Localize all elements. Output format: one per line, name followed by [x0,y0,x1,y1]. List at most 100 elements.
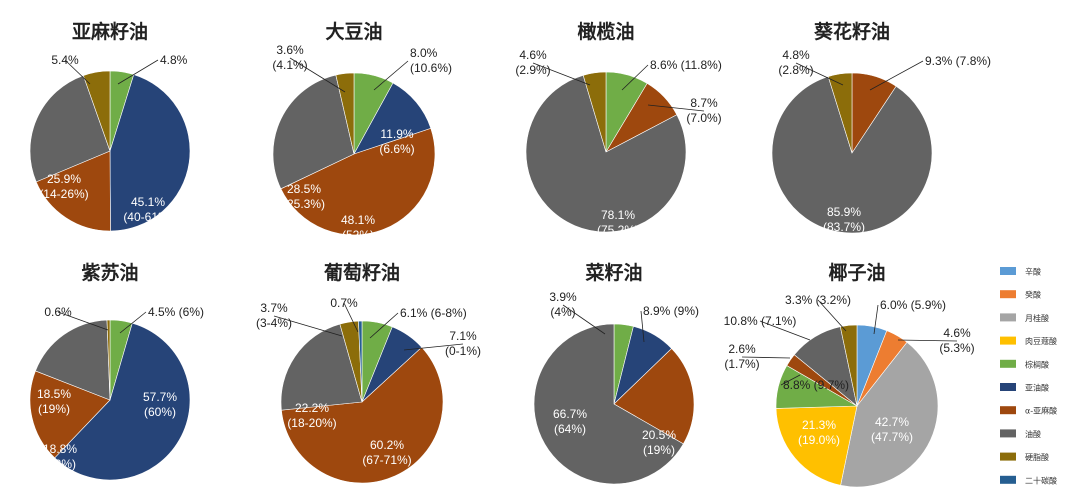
chart-title: 葡萄籽油 [324,261,400,284]
chart-title: 亚麻籽油 [72,20,148,43]
leader-line [57,311,109,331]
legend-label: 二十碳酸 [1025,475,1057,485]
legend-swatch [1000,383,1016,391]
pie-slice [281,346,444,484]
leader-line [869,60,924,91]
leader-line [621,64,649,91]
pie-slice [353,82,432,155]
pie-slice [840,341,939,488]
pie-chart: 菜籽油 3.9% (4%) 8.9% (9%) 20.5% (19%) 66.7% (64%) [533,261,699,485]
slice-label: 6.1% (6-8%) [400,306,467,320]
chart-title: 橄榄油 [577,20,634,43]
legend-label: 硬脂酸 [1025,452,1049,462]
slice-label: 66.7% (64%) [553,407,587,436]
legend-swatch [1000,359,1016,368]
pie-chart: 葵花籽油 9.3% (7.8%) 85.9% (83.7%) 4.8% (2.8%) [771,20,991,234]
slice-label: 21.3% (19.0%) [798,418,840,447]
legend-label: 棕榈酸 [1025,359,1049,369]
slice-label: 45.1% (40-61%) [123,195,172,224]
legend-item: 亚油酸 [1000,383,1049,393]
slice-label: 18.8% (15-25%) [37,225,86,254]
slice-label: 8.6% (11.8%) [650,58,722,72]
leader-line [532,62,591,86]
legend-item: 二十碳酸 [1000,475,1057,485]
pie-slice [533,323,684,485]
slice-label: 3.6% (4.1%) [272,43,307,72]
slice-label: 9.3% (7.8%) [925,54,991,68]
legend-item: α-亚麻酸 [1000,406,1057,416]
legend-item: 肉豆蔻酸 [1000,336,1057,346]
leader-line [119,311,147,334]
slice-label: 85.9% (83.7%) [823,205,865,234]
pie-slice [106,319,111,401]
slice-label: 8.0% (10.6%) [410,46,452,75]
pie-slice [280,323,363,411]
slice-label: 4.6% (2.9%) [515,48,550,77]
slice-label: 4.6% (5.3%) [939,326,974,355]
legend-swatch [1000,452,1016,461]
legend-swatch [1000,290,1016,299]
leader-line [343,302,359,333]
legend-swatch [1000,313,1016,322]
legend-swatch [1000,267,1016,275]
pie-slice [35,150,111,232]
legend-label: α-亚麻酸 [1025,406,1057,416]
leader-line [289,57,346,93]
leader-line [640,310,645,343]
leader-line [741,356,791,359]
slice-label: 6.0% (5.9%) [880,298,946,312]
slice-label: 4.8% [160,53,188,67]
pie-chart: 大豆油 8.0% (10.6%) 11.9% (6.6%) 48.1% (52%) 28.5%… [272,20,452,242]
pie-slice [613,348,695,445]
slice-label: 25.9% (14-26%) [39,172,88,201]
slice-label: 11.9% (6.6%) [379,127,414,156]
legend-item: 癸酸 [1000,290,1041,300]
slice-label: 4.8% (2.8%) [778,48,813,77]
pie-slice [29,75,111,183]
pie-slice [525,74,687,233]
leader-line [373,60,409,91]
slice-label: 48.1% (52%) [341,213,375,242]
leader-line [897,339,958,342]
leader-line [64,59,91,85]
leader-line [273,315,343,337]
pie-slice [54,322,191,481]
leader-line [369,312,399,339]
pie-chart: 葡萄籽油 6.1% (6-8%) 7.1% (0-1%) 60.2% (67-71%) 22… [256,261,481,484]
slice-label: 78.1% (75.2%) [597,208,639,237]
pie-slice [358,320,363,403]
slice-label: 8.9% (9%) [643,304,699,318]
legend-label: 辛酸 [1025,267,1041,277]
slice-label: 22.2% (18-20%) [287,401,336,430]
leader-line [562,304,606,335]
leader-line [817,299,847,332]
slice-label: 10.8% (7.1%) [724,314,797,328]
legend-label: 亚油酸 [1025,383,1049,393]
pie-chart: 紫苏油 4.5% (6%) 57.7% (60%) 18.8% (13%) 18.5% (19… [29,261,204,481]
slice-label: 2.6% (1.7%) [724,342,759,371]
pie-slice [775,405,858,486]
slice-label: 18.5% (19%) [37,387,71,416]
legend-item: 辛酸 [1000,267,1041,277]
pie-slice [272,74,355,190]
slice-label: 60.2% (67-71%) [362,438,411,467]
slice-label: 18.8% (13%) [43,442,77,471]
legend-swatch [1000,429,1016,438]
slice-label: 3.3% (3.2%) [785,293,851,307]
slice-label: 8.8% (9.7%) [783,378,849,392]
pie-slice [335,72,355,155]
leader-line [873,304,879,335]
pie-slice [35,319,111,401]
legend-swatch [1000,475,1016,484]
legend-label: 月桂酸 [1025,313,1049,323]
slice-label: 0.6% [44,305,72,319]
legend-item: 月桂酸 [1000,313,1049,323]
legend-item: 油酸 [1000,429,1041,439]
slice-label: 8.7% (7.0%) [686,96,721,125]
chart-title: 大豆油 [325,20,382,43]
slice-label: 5.4% [51,53,79,67]
legend-item: 硬脂酸 [1000,452,1049,462]
slice-label: 3.9% (4%) [549,290,577,319]
slice-label: 28.5% (25.3%) [283,182,325,211]
